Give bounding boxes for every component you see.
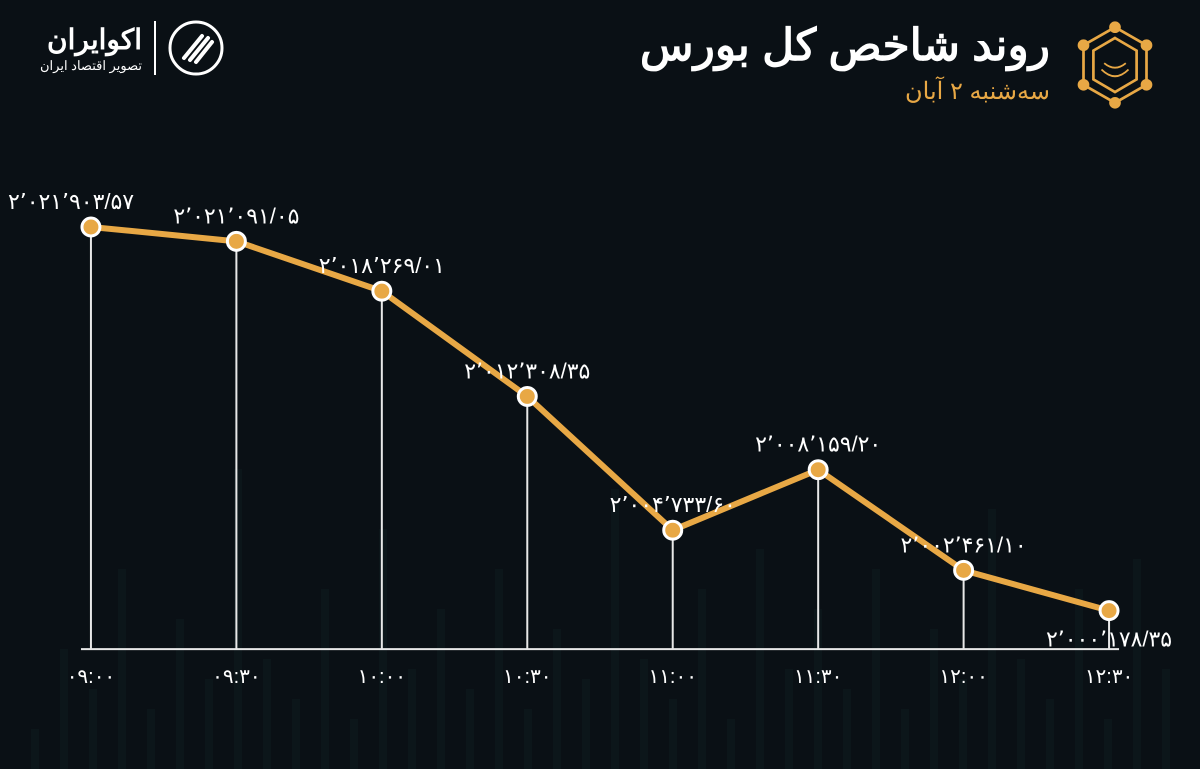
- x-axis-label: ۱۰:۰۰: [358, 666, 406, 688]
- chart-point: [82, 218, 100, 236]
- bg-bar: [901, 709, 909, 769]
- brand-block: اکوایران تصویر اقتصاد ایران: [40, 20, 224, 76]
- chart-point: [373, 282, 391, 300]
- value-label: ۲٬۰۰۰٬۱۷۸/۳۵: [1046, 627, 1172, 652]
- value-label: ۲٬۰۰۴٬۷۳۳/۶۰: [610, 492, 736, 517]
- brand-divider: [154, 21, 156, 75]
- bg-bar: [350, 719, 358, 769]
- bg-bar: [1104, 719, 1112, 769]
- bg-bar: [147, 709, 155, 769]
- chart-point: [1100, 602, 1118, 620]
- chart-svg: ۲٬۰۲۱٬۹۰۳/۵۷۲٬۰۲۱٬۰۹۱/۰۵۲٬۰۱۸٬۲۶۹/۰۱۲٬۰۱…: [60, 170, 1140, 709]
- x-axis-label: ۱۱:۰۰: [649, 666, 697, 688]
- brand-name: اکوایران: [40, 23, 142, 56]
- brand-logo-icon: [168, 20, 224, 76]
- chart-point: [664, 521, 682, 539]
- value-label: ۲٬۰۰۲٬۴۶۱/۱۰: [901, 532, 1027, 557]
- chart-point: [955, 561, 973, 579]
- bg-bar: [1046, 699, 1054, 769]
- x-axis-label: ۱۱:۳۰: [794, 666, 842, 688]
- bg-bar: [669, 699, 677, 769]
- x-axis-label: ۱۲:۳۰: [1085, 666, 1133, 688]
- chart-point: [518, 387, 536, 405]
- x-axis-label: ۰۹:۰۰: [67, 666, 115, 688]
- page-title: روند شاخص کل بورس: [640, 20, 1050, 71]
- value-label: ۲٬۰۲۱٬۰۹۱/۰۵: [173, 203, 299, 228]
- x-axis-label: ۱۲:۰۰: [939, 666, 987, 688]
- value-label: ۲٬۰۱۲٬۳۰۸/۳۵: [464, 358, 590, 383]
- bg-bar: [1162, 669, 1170, 769]
- x-axis-label: ۰۹:۳۰: [212, 666, 260, 688]
- bg-bar: [524, 709, 532, 769]
- value-label: ۲٬۰۰۸٬۱۵۹/۲۰: [755, 432, 881, 457]
- value-label: ۲٬۰۱۸٬۲۶۹/۰۱: [319, 253, 445, 278]
- chart-point: [227, 232, 245, 250]
- title-block: روند شاخص کل بورس سه‌شنبه ۲ آبان: [640, 20, 1160, 110]
- exchange-logo-icon: [1070, 20, 1160, 110]
- x-axis-label: ۱۰:۳۰: [503, 666, 551, 688]
- page-subtitle: سه‌شنبه ۲ آبان: [640, 77, 1050, 106]
- bg-bar: [727, 719, 735, 769]
- line-chart: ۲٬۰۲۱٬۹۰۳/۵۷۲٬۰۲۱٬۰۹۱/۰۵۲٬۰۱۸٬۲۶۹/۰۱۲٬۰۱…: [60, 170, 1140, 709]
- brand-tagline: تصویر اقتصاد ایران: [40, 58, 142, 74]
- value-label: ۲٬۰۲۱٬۹۰۳/۵۷: [8, 189, 134, 214]
- bg-bar: [31, 729, 39, 769]
- chart-point: [809, 461, 827, 479]
- bg-bar: [292, 699, 300, 769]
